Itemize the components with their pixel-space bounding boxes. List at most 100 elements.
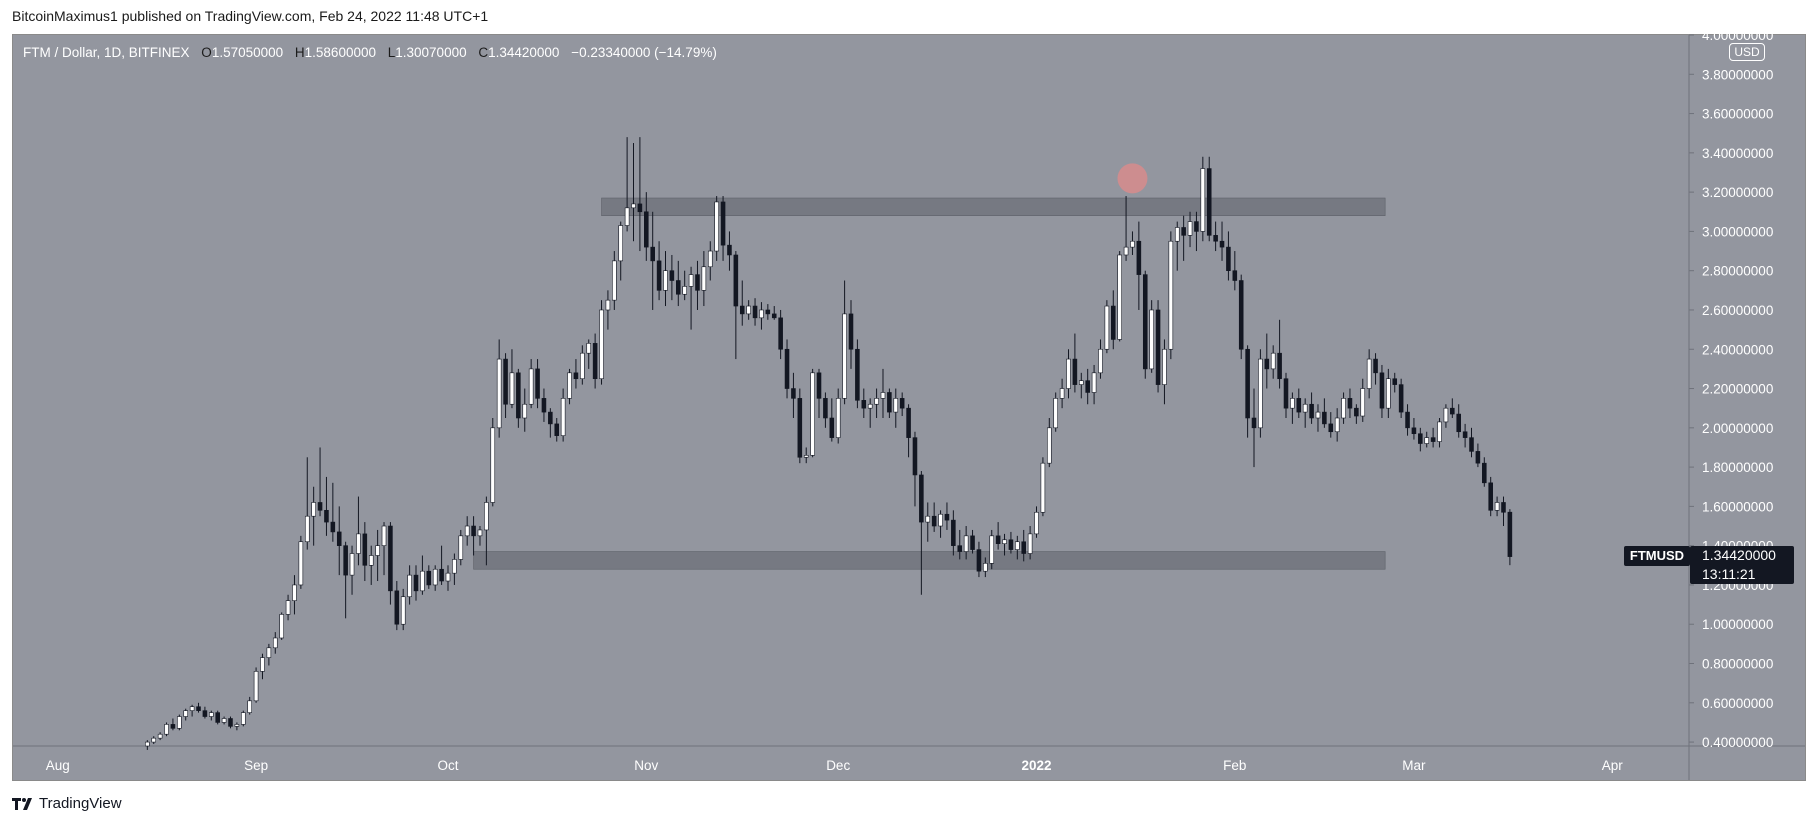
- time-tick-label: Nov: [634, 758, 658, 773]
- candle-up: [1360, 388, 1366, 417]
- publish-caption: BitcoinMaximus1 published on TradingView…: [12, 8, 488, 24]
- candle-up: [304, 515, 310, 543]
- candle-up: [279, 614, 284, 639]
- candle-up: [145, 741, 150, 747]
- candle-up: [1187, 221, 1193, 236]
- price-tick-label: 1.00000000: [1702, 617, 1773, 632]
- candle-down: [503, 358, 508, 405]
- candle-down: [1232, 270, 1238, 281]
- candle-up: [925, 515, 931, 523]
- price-tick-label: 0.40000000: [1702, 735, 1773, 750]
- candle-down: [1219, 240, 1225, 248]
- candle-down: [362, 533, 368, 566]
- zone-rect-0: [601, 197, 1386, 216]
- candle-up: [842, 313, 847, 399]
- candle-down: [919, 474, 924, 523]
- candle-up: [400, 596, 406, 625]
- chart-frame: [12, 34, 1806, 781]
- time-axis-background: [13, 746, 1805, 780]
- plot-background: [13, 35, 1689, 746]
- candle-down: [554, 423, 560, 436]
- candle-up: [701, 266, 707, 291]
- candle-down: [656, 260, 662, 291]
- close-value: 1.34420000: [488, 45, 560, 60]
- author-name[interactable]: BitcoinMaximus1: [12, 8, 118, 24]
- candle-down: [1398, 384, 1404, 413]
- tradingview-logo-icon: [12, 797, 32, 810]
- candle-up: [1424, 437, 1430, 444]
- candle-up: [189, 706, 195, 711]
- candle-up: [1386, 378, 1391, 409]
- candle-up: [810, 372, 815, 456]
- candle-down: [1136, 240, 1142, 275]
- candle-down: [675, 280, 681, 295]
- candle-up: [1290, 398, 1295, 409]
- candle-up: [1015, 541, 1020, 550]
- candle-down: [1507, 511, 1513, 557]
- candle-up: [484, 502, 489, 531]
- symbol-title[interactable]: FTM / Dollar, 1D, BITFINEX: [23, 45, 190, 60]
- currency-unit-badge[interactable]: USD: [1729, 43, 1765, 61]
- candle-up: [177, 716, 182, 729]
- candle-up: [311, 502, 316, 517]
- tradingview-brand[interactable]: TradingView: [12, 795, 122, 812]
- candle-up: [1123, 246, 1129, 256]
- candle-up: [464, 525, 470, 537]
- candle-down: [1238, 280, 1244, 350]
- candle-down: [861, 400, 867, 409]
- price-tick-label: 3.60000000: [1702, 107, 1773, 122]
- price-tick-label: 0.60000000: [1702, 696, 1773, 711]
- candle-down: [413, 574, 419, 592]
- candle-down: [970, 535, 975, 550]
- candle-up: [803, 455, 809, 458]
- candle-down: [650, 246, 655, 262]
- candle-up: [266, 647, 272, 658]
- candle-down: [848, 313, 854, 350]
- candle-up: [292, 584, 297, 601]
- candle-up: [253, 671, 259, 702]
- candle-up: [458, 535, 464, 560]
- open-label: O: [201, 45, 212, 60]
- candle-up: [420, 570, 425, 592]
- time-tick-label: Aug: [46, 758, 70, 773]
- candle-up: [221, 718, 227, 723]
- price-tick-label: 0.80000000: [1702, 657, 1773, 672]
- price-tick-label: 2.40000000: [1702, 342, 1773, 357]
- candle-up: [631, 203, 636, 209]
- time-tick-label: Apr: [1602, 758, 1624, 773]
- time-tick-label: Oct: [437, 758, 458, 773]
- candle-up: [272, 637, 278, 649]
- price-tick-label: 2.20000000: [1702, 382, 1773, 397]
- support-resistance-zones: [473, 197, 1386, 570]
- candle-down: [336, 531, 342, 546]
- candle-down: [471, 525, 476, 537]
- candle-down: [541, 398, 547, 413]
- candle-down: [733, 254, 739, 307]
- candle-down: [912, 437, 918, 476]
- time-tick-label: Feb: [1223, 758, 1246, 773]
- candle-down: [951, 519, 956, 546]
- candle-down: [426, 570, 432, 586]
- candle-up: [580, 352, 585, 380]
- time-tick-label: 2022: [1021, 758, 1051, 773]
- last-price-tag: 1.34420000 13:11:21: [1690, 546, 1794, 584]
- candle-down: [1309, 403, 1314, 419]
- candle-up: [1174, 227, 1180, 242]
- candle-down: [1142, 274, 1148, 370]
- candle-up: [989, 535, 995, 564]
- zone-rect-1: [473, 551, 1386, 570]
- candle-down: [1021, 541, 1027, 554]
- candle-down: [394, 590, 400, 625]
- candle-down: [1110, 305, 1116, 340]
- candle-down: [765, 309, 771, 315]
- candle-down: [1373, 358, 1378, 374]
- candle-up: [1162, 348, 1167, 385]
- candle-down: [899, 398, 905, 409]
- candle-up: [1117, 254, 1122, 340]
- price-tick-label: 2.80000000: [1702, 264, 1773, 279]
- candle-down: [1072, 358, 1078, 385]
- candle-up: [938, 513, 943, 527]
- candle-down: [196, 706, 201, 711]
- candle-down: [1008, 539, 1014, 550]
